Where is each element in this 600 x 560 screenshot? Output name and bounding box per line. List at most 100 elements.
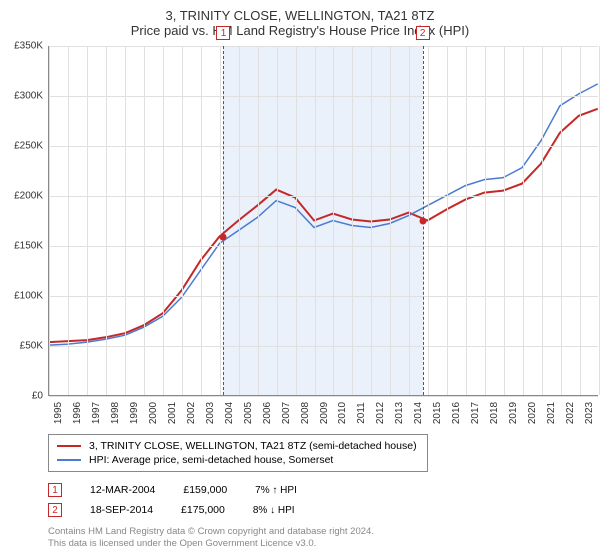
xtick-label: 2013 bbox=[390, 402, 405, 424]
xtick-label: 2010 bbox=[333, 402, 348, 424]
gridline-v bbox=[68, 46, 69, 395]
event-marker-1: 1 bbox=[48, 483, 62, 497]
legend: 3, TRINITY CLOSE, WELLINGTON, TA21 8TZ (… bbox=[48, 434, 428, 472]
legend-label-property: 3, TRINITY CLOSE, WELLINGTON, TA21 8TZ (… bbox=[89, 440, 417, 452]
ytick-label: £300K bbox=[14, 91, 49, 102]
xtick-label: 2003 bbox=[201, 402, 216, 424]
xtick-label: 2009 bbox=[315, 402, 330, 424]
xtick-label: 1996 bbox=[68, 402, 83, 424]
xtick-label: 2008 bbox=[296, 402, 311, 424]
ytick-label: £350K bbox=[14, 41, 49, 52]
gridline-v bbox=[561, 46, 562, 395]
gridline-v bbox=[371, 46, 372, 395]
price-chart: 3, TRINITY CLOSE, WELLINGTON, TA21 8TZ P… bbox=[0, 0, 600, 560]
ytick-label: £50K bbox=[20, 341, 49, 352]
xtick-label: 1997 bbox=[87, 402, 102, 424]
legend-row-hpi: HPI: Average price, semi-detached house,… bbox=[57, 453, 419, 467]
gridline-v bbox=[315, 46, 316, 395]
event-dot bbox=[220, 234, 227, 241]
chart-title-block: 3, TRINITY CLOSE, WELLINGTON, TA21 8TZ P… bbox=[12, 8, 588, 38]
gridline-v bbox=[277, 46, 278, 395]
series-hpi bbox=[49, 84, 597, 345]
xtick-label: 2012 bbox=[371, 402, 386, 424]
xtick-label: 2023 bbox=[580, 402, 595, 424]
gridline-v bbox=[523, 46, 524, 395]
xtick-label: 2006 bbox=[258, 402, 273, 424]
footer-line-2: This data is licensed under the Open Gov… bbox=[48, 538, 588, 550]
event-date-1: 12-MAR-2004 bbox=[90, 484, 155, 496]
ytick-label: £100K bbox=[14, 291, 49, 302]
xtick-label: 2015 bbox=[428, 402, 443, 424]
event-date-2: 18-SEP-2014 bbox=[90, 504, 153, 516]
events-table: 1 12-MAR-2004 £159,000 7% ↑ HPI 2 18-SEP… bbox=[48, 480, 588, 520]
event-row-1: 1 12-MAR-2004 £159,000 7% ↑ HPI bbox=[48, 480, 588, 500]
chart-lines bbox=[49, 46, 598, 395]
legend-row-property: 3, TRINITY CLOSE, WELLINGTON, TA21 8TZ (… bbox=[57, 439, 419, 453]
ytick-label: £200K bbox=[14, 191, 49, 202]
gridline-v bbox=[201, 46, 202, 395]
gridline-v bbox=[239, 46, 240, 395]
gridline-v bbox=[163, 46, 164, 395]
gridline-v bbox=[580, 46, 581, 395]
gridline-v bbox=[87, 46, 88, 395]
xtick-label: 2018 bbox=[485, 402, 500, 424]
gridline-h bbox=[49, 196, 598, 197]
footer-attribution: Contains HM Land Registry data © Crown c… bbox=[48, 526, 588, 551]
event-delta-1: 7% ↑ HPI bbox=[255, 485, 297, 496]
gridline-v bbox=[333, 46, 334, 395]
chart-title-address: 3, TRINITY CLOSE, WELLINGTON, TA21 8TZ bbox=[12, 8, 588, 23]
xtick-label: 1999 bbox=[125, 402, 140, 424]
xtick-label: 2021 bbox=[542, 402, 557, 424]
gridline-v bbox=[542, 46, 543, 395]
gridline-v bbox=[447, 46, 448, 395]
ytick-label: £150K bbox=[14, 241, 49, 252]
gridline-v bbox=[409, 46, 410, 395]
gridline-v bbox=[466, 46, 467, 395]
xtick-label: 2001 bbox=[163, 402, 178, 424]
gridline-v bbox=[49, 46, 50, 395]
gridline-v bbox=[296, 46, 297, 395]
gridline-v bbox=[182, 46, 183, 395]
gridline-v bbox=[144, 46, 145, 395]
chart-title-desc: Price paid vs. HM Land Registry's House … bbox=[12, 23, 588, 38]
gridline-h bbox=[49, 296, 598, 297]
xtick-label: 2017 bbox=[466, 402, 481, 424]
xtick-label: 2004 bbox=[220, 402, 235, 424]
gridline-v bbox=[504, 46, 505, 395]
event-price-1: £159,000 bbox=[183, 484, 227, 496]
event-marker-badge: 1 bbox=[216, 26, 230, 40]
event-delta-2: 8% ↓ HPI bbox=[253, 505, 295, 516]
plot-area: £0£50K£100K£150K£200K£250K£300K£350K1995… bbox=[48, 46, 598, 396]
gridline-h bbox=[49, 146, 598, 147]
gridline-v bbox=[106, 46, 107, 395]
xtick-label: 1995 bbox=[49, 402, 64, 424]
xtick-label: 2014 bbox=[409, 402, 424, 424]
series-property bbox=[49, 109, 597, 342]
legend-swatch-property bbox=[57, 445, 81, 447]
gridline-h bbox=[49, 46, 598, 47]
xtick-label: 2016 bbox=[447, 402, 462, 424]
xtick-label: 2011 bbox=[352, 402, 367, 424]
gridline-h bbox=[49, 346, 598, 347]
event-row-2: 2 18-SEP-2014 £175,000 8% ↓ HPI bbox=[48, 500, 588, 520]
gridline-v bbox=[125, 46, 126, 395]
xtick-label: 2007 bbox=[277, 402, 292, 424]
legend-label-hpi: HPI: Average price, semi-detached house,… bbox=[89, 454, 333, 466]
xtick-label: 2005 bbox=[239, 402, 254, 424]
gridline-v bbox=[485, 46, 486, 395]
event-price-2: £175,000 bbox=[181, 504, 225, 516]
gridline-v bbox=[428, 46, 429, 395]
xtick-label: 2022 bbox=[561, 402, 576, 424]
xtick-label: 1998 bbox=[106, 402, 121, 424]
legend-swatch-hpi bbox=[57, 459, 81, 461]
gridline-h bbox=[49, 96, 598, 97]
footer-line-1: Contains HM Land Registry data © Crown c… bbox=[48, 526, 588, 538]
ytick-label: £0 bbox=[32, 391, 49, 402]
event-marker-2: 2 bbox=[48, 503, 62, 517]
event-line bbox=[223, 46, 224, 395]
gridline-h bbox=[49, 246, 598, 247]
event-dot bbox=[419, 218, 426, 225]
xtick-label: 2019 bbox=[504, 402, 519, 424]
xtick-label: 2000 bbox=[144, 402, 159, 424]
gridline-h bbox=[49, 396, 598, 397]
